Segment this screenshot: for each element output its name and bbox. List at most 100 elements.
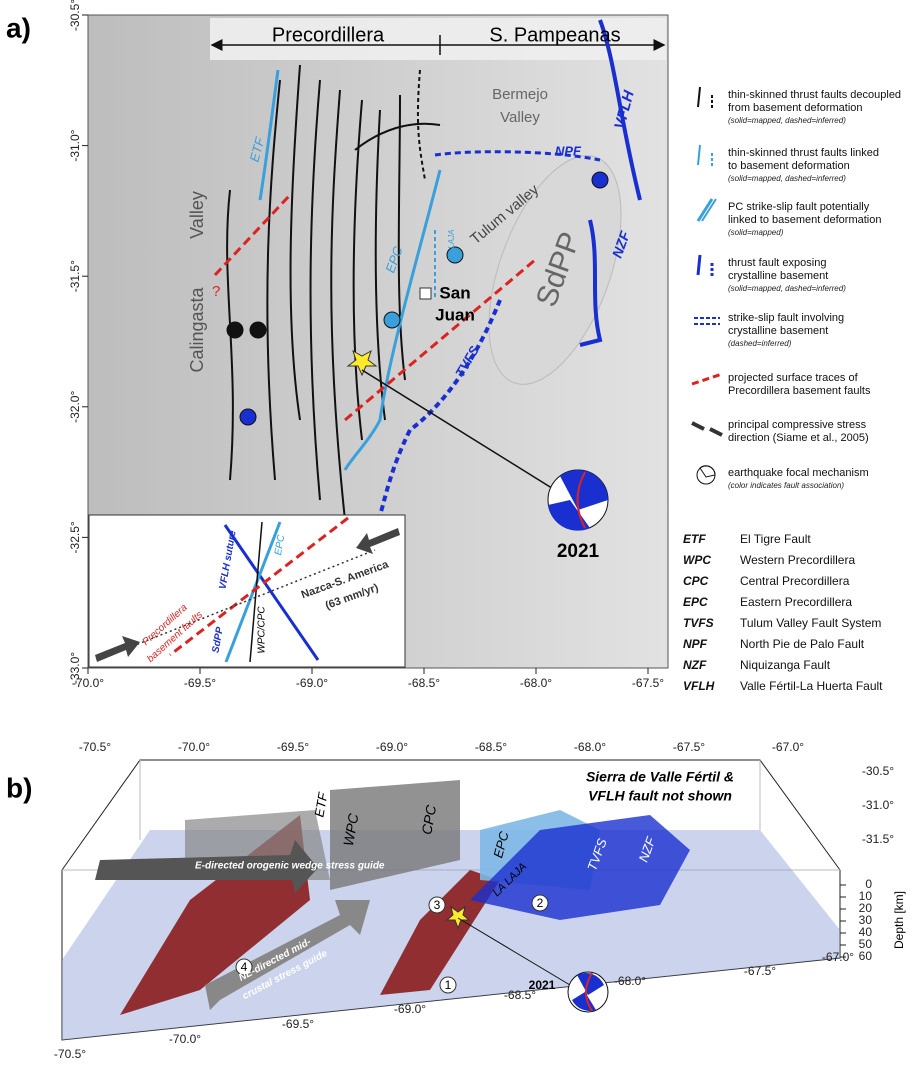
legend-text: strike-slip fault involving xyxy=(728,312,844,324)
legend-text: direction (Siame et al., 2005) xyxy=(728,432,869,444)
legend-icon xyxy=(698,199,716,221)
legend-icon xyxy=(698,87,712,109)
legend-text: from basement deformation xyxy=(728,102,863,114)
question-mark: ? xyxy=(212,283,220,300)
legend-text: to basement deformation xyxy=(728,160,850,172)
place-label: Valley xyxy=(187,191,207,239)
number-label: 2 xyxy=(537,896,544,910)
bottom-tick-label: -69.0° xyxy=(394,1002,426,1016)
legend-text: crystalline basement xyxy=(728,270,828,282)
number-label: 3 xyxy=(434,898,441,912)
legend-text: principal compressive stress xyxy=(728,419,867,431)
place-label: Valley xyxy=(500,109,540,126)
bottom-tick-label: -70.0° xyxy=(169,1032,201,1046)
abbr-name: Niquizanga Fault xyxy=(740,658,831,672)
number-label: 1 xyxy=(445,978,452,992)
legend-text: earthquake focal mechanism xyxy=(728,467,869,479)
legend-note: (dashed=inferred) xyxy=(728,339,792,348)
panel-label: a) xyxy=(6,12,31,43)
abbr-name: El Tigre Fault xyxy=(740,532,811,546)
icon-stroke xyxy=(698,255,700,275)
icon-stroke xyxy=(692,423,704,429)
bottom-tick-label: -70.5° xyxy=(54,1047,86,1061)
top-tick-label: -67.0° xyxy=(772,740,804,754)
legend-text: crystalline basement xyxy=(728,325,828,337)
abbr-name: Valle Fértil-La Huerta Fault xyxy=(740,679,883,693)
bottom-tick-label: -68.0° xyxy=(614,974,646,988)
city-marker xyxy=(420,288,431,299)
city-label: Juan xyxy=(435,305,475,324)
top-tick-label: -67.5° xyxy=(673,740,705,754)
figure: a) xyxy=(0,0,920,1065)
legend-text: thrust fault exposing xyxy=(728,257,826,269)
right-tick-label: -31.5° xyxy=(862,832,894,846)
icon-stroke xyxy=(710,429,722,435)
x-tick-label: -67.5° xyxy=(632,676,664,690)
abbr-name: North Pie de Palo Fault xyxy=(740,637,865,651)
icon-stroke xyxy=(698,87,700,107)
abbr-name: Tulum Valley Fault System xyxy=(740,616,881,630)
legend-text: PC strike-slip fault potentially xyxy=(728,201,870,213)
inset-label: WPC/CPC xyxy=(257,606,268,654)
depth-tick-label: 60 xyxy=(859,949,873,963)
fault-label: NPF xyxy=(555,143,582,158)
guide-label: E-directed orogenic wedge stress guide xyxy=(195,861,385,872)
depth-label: Depth [km] xyxy=(892,891,906,949)
note: Sierra de Valle Fértil & xyxy=(586,769,734,785)
block-diagram: 1234 Sierra de Valle Fértil & VFLH fault… xyxy=(62,760,906,1040)
right-tick-label: -31.0° xyxy=(862,798,894,812)
legend-icon xyxy=(692,374,722,384)
abbr-name: Central Precordillera xyxy=(740,574,850,588)
icon-stroke xyxy=(698,145,700,165)
legend-text: projected surface traces of xyxy=(728,372,859,384)
place-label: Bermejo xyxy=(492,86,548,103)
legend-icon xyxy=(698,255,712,277)
legend-icon xyxy=(692,423,722,435)
x-tick-label: -69.5° xyxy=(184,676,216,690)
region-label: S. Pampeanas xyxy=(489,24,620,46)
panel-label: b) xyxy=(6,772,32,803)
bottom-tick-label: -68.5° xyxy=(504,988,536,1002)
top-tick-label: -69.0° xyxy=(376,740,408,754)
top-tick-label: -68.0° xyxy=(574,740,606,754)
abbr-name: Eastern Precordillera xyxy=(740,595,852,609)
legend-note: (solid=mapped, dashed=inferred) xyxy=(728,116,846,125)
abbr-code: NPF xyxy=(683,637,708,651)
legend-icon xyxy=(697,466,715,484)
legend-text: thin-skinned thrust faults decoupled xyxy=(728,89,901,101)
legend-note: (color indicates fault association) xyxy=(728,481,844,490)
icon-stroke xyxy=(692,374,722,384)
focal-mechanism xyxy=(548,470,608,531)
abbr-name: Western Precordillera xyxy=(740,553,855,567)
top-tick-label: -68.5° xyxy=(475,740,507,754)
y-tick-label: -31.5° xyxy=(68,260,82,292)
place-label: Calingasta xyxy=(187,286,207,372)
bottom-tick-label: -67.5° xyxy=(744,964,776,978)
x-tick-label: -70.0° xyxy=(72,676,104,690)
focal-mechanism xyxy=(568,972,608,1012)
y-tick-label: -30.5° xyxy=(68,0,82,31)
abbr-code: ETF xyxy=(683,532,706,546)
event-year: 2021 xyxy=(557,541,600,562)
abbr-code: VFLH xyxy=(683,679,715,693)
bottom-tick-label: -69.5° xyxy=(282,1017,314,1031)
abbr-code: CPC xyxy=(683,574,709,588)
note: VFLH fault not shown xyxy=(588,788,732,804)
abbr-code: WPC xyxy=(683,553,711,567)
legend-text: linked to basement deformation xyxy=(728,214,881,226)
legend-text: thin-skinned thrust faults linked xyxy=(728,147,879,159)
legend-note: (solid=mapped) xyxy=(728,228,784,237)
right-tick-label: -30.5° xyxy=(862,764,894,778)
city-label: San xyxy=(439,283,470,302)
top-tick-label: -69.5° xyxy=(277,740,309,754)
inset: VFLH suture EPC Nazca-S. America (63 mm/… xyxy=(89,515,405,667)
legend-icon xyxy=(694,318,720,324)
x-tick-label: -68.0° xyxy=(520,676,552,690)
abbr-code: TVFS xyxy=(683,616,714,630)
bottom-tick-label: -67.0° xyxy=(822,950,854,964)
abbr-code: NZF xyxy=(683,658,707,672)
legend-note: (solid=mapped, dashed=inferred) xyxy=(728,174,846,183)
y-tick-label: -32.5° xyxy=(68,521,82,553)
fault-label: LA LAJA xyxy=(447,230,456,261)
x-tick-label: -68.5° xyxy=(408,676,440,690)
